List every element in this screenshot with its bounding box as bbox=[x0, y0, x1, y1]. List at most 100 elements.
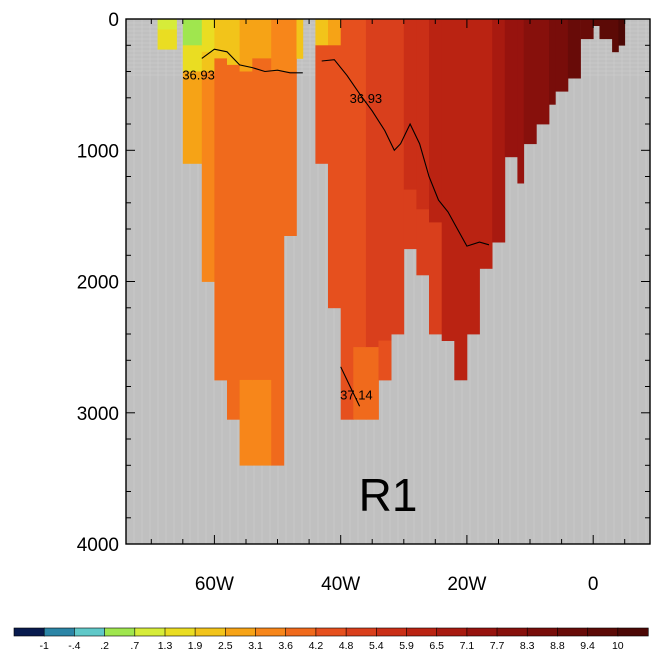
colorbar-swatch bbox=[557, 627, 589, 637]
y-tick-label: 0 bbox=[108, 10, 119, 31]
colorbar-label: 3.1 bbox=[248, 640, 263, 652]
colorbar-label: .2 bbox=[100, 640, 109, 652]
y-tick-label: 4000 bbox=[77, 535, 119, 556]
data-cell bbox=[618, 19, 626, 46]
data-cell bbox=[492, 19, 506, 243]
colorbar-label: -1 bbox=[40, 640, 49, 652]
data-cell bbox=[201, 71, 215, 282]
data-cell bbox=[441, 19, 455, 341]
colorbar-label: 4.8 bbox=[339, 640, 354, 652]
data-cell bbox=[252, 58, 272, 381]
colorbar-swatch bbox=[436, 627, 468, 637]
colorbar-label: 4.2 bbox=[309, 640, 324, 652]
colorbar-label: 5.9 bbox=[399, 640, 414, 652]
data-cell bbox=[252, 19, 272, 59]
colorbar-label: 6.5 bbox=[429, 640, 444, 652]
colorbar-label: -.4 bbox=[68, 640, 80, 652]
data-cell bbox=[365, 19, 379, 348]
contour-line bbox=[201, 48, 303, 74]
data-cell bbox=[416, 19, 430, 210]
colorbar-label: 1.9 bbox=[188, 640, 203, 652]
data-cell bbox=[182, 45, 203, 72]
data-cell bbox=[283, 71, 297, 236]
colorbar-label: .7 bbox=[130, 640, 139, 652]
panel-label: R1 bbox=[359, 469, 418, 521]
x-tick-label: 40W bbox=[321, 574, 360, 595]
contour-lines bbox=[201, 48, 490, 407]
data-cell bbox=[612, 19, 619, 53]
data-cell bbox=[429, 222, 442, 335]
colorbar-swatch bbox=[225, 627, 257, 637]
contour-label: 36.93 bbox=[350, 91, 383, 106]
data-cell bbox=[403, 19, 417, 190]
plot-area: 36.93 36.93 37.14 R1 bbox=[125, 18, 651, 545]
colorbar-swatch bbox=[104, 627, 136, 637]
data-cell bbox=[378, 340, 392, 381]
data-cell bbox=[157, 19, 177, 30]
data-cell bbox=[454, 19, 468, 381]
colorbar-label: 8.8 bbox=[550, 640, 565, 652]
colorbar-label: 5.4 bbox=[369, 640, 384, 652]
colorbar-label: 7.1 bbox=[460, 640, 475, 652]
colorbar-swatch bbox=[617, 627, 649, 637]
colorbar-swatch bbox=[587, 627, 619, 637]
data-cell bbox=[593, 19, 600, 26]
colorbar-swatch bbox=[194, 627, 226, 637]
data-cell bbox=[201, 19, 215, 53]
colorbar-label: 10 bbox=[612, 640, 624, 652]
contour-line bbox=[321, 59, 490, 247]
colorbar: -1 -.4 .2 .7 1.3 1.9 2.5 3.1 3.6 4.2 4.8 5.4 5.9 6.5 7… bbox=[13, 627, 649, 652]
data-cell bbox=[328, 45, 341, 309]
colorbar-label: 7.7 bbox=[490, 640, 505, 652]
colorbar-swatch bbox=[406, 627, 438, 637]
data-cell bbox=[328, 19, 341, 46]
x-tick-label: 20W bbox=[447, 574, 486, 595]
colorbar-swatch bbox=[375, 627, 408, 637]
colorbar-swatch bbox=[345, 627, 377, 637]
x-tick-label: 60W bbox=[195, 574, 234, 595]
data-cell bbox=[271, 71, 285, 466]
colorbar-swatch bbox=[526, 627, 559, 637]
data-cell bbox=[416, 209, 430, 276]
contour-labels: 36.93 36.93 37.14 bbox=[182, 67, 382, 402]
contour-label: 36.93 bbox=[182, 67, 215, 82]
data-cell bbox=[517, 19, 525, 184]
colorbar-label: 8.3 bbox=[520, 640, 535, 652]
data-cell bbox=[227, 64, 240, 420]
data-cell bbox=[567, 19, 581, 79]
colorbar-swatch bbox=[496, 627, 528, 637]
data-cell bbox=[536, 19, 550, 125]
data-cell bbox=[353, 347, 367, 420]
colorbar-label: 2.5 bbox=[218, 640, 233, 652]
data-cell bbox=[365, 347, 379, 420]
y-tick-label: 2000 bbox=[77, 273, 119, 294]
data-cell bbox=[201, 51, 215, 72]
data-cell bbox=[271, 19, 285, 72]
data-cell bbox=[239, 379, 253, 466]
data-cell bbox=[315, 45, 329, 164]
data-cell bbox=[296, 19, 304, 59]
colorbar-swatch bbox=[13, 627, 45, 637]
data-cell bbox=[283, 19, 297, 72]
data-cell bbox=[182, 19, 203, 46]
colorbar-swatch bbox=[74, 627, 106, 637]
colorbar-label: 3.6 bbox=[278, 640, 293, 652]
x-axis: 60W 40W 20W 0 bbox=[150, 19, 626, 595]
colorbar-label: 9.4 bbox=[580, 640, 595, 652]
data-cell bbox=[378, 19, 392, 341]
data-cell bbox=[157, 29, 177, 50]
x-tick-label: 0 bbox=[588, 574, 599, 595]
data-cell bbox=[252, 379, 272, 466]
y-axis: 0 1000 2000 3000 4000 bbox=[77, 10, 650, 556]
data-cell bbox=[555, 19, 569, 92]
colorbar-swatch bbox=[134, 627, 166, 637]
data-cell bbox=[340, 19, 354, 420]
colorbar-swatch bbox=[164, 627, 196, 637]
contour-line bbox=[340, 366, 361, 407]
data-cell bbox=[580, 19, 594, 40]
colorbar-label: 1.3 bbox=[158, 640, 173, 652]
data-cells bbox=[157, 19, 626, 466]
data-cell bbox=[523, 19, 537, 145]
colorbar-swatch bbox=[466, 627, 498, 637]
data-cell bbox=[466, 19, 480, 335]
